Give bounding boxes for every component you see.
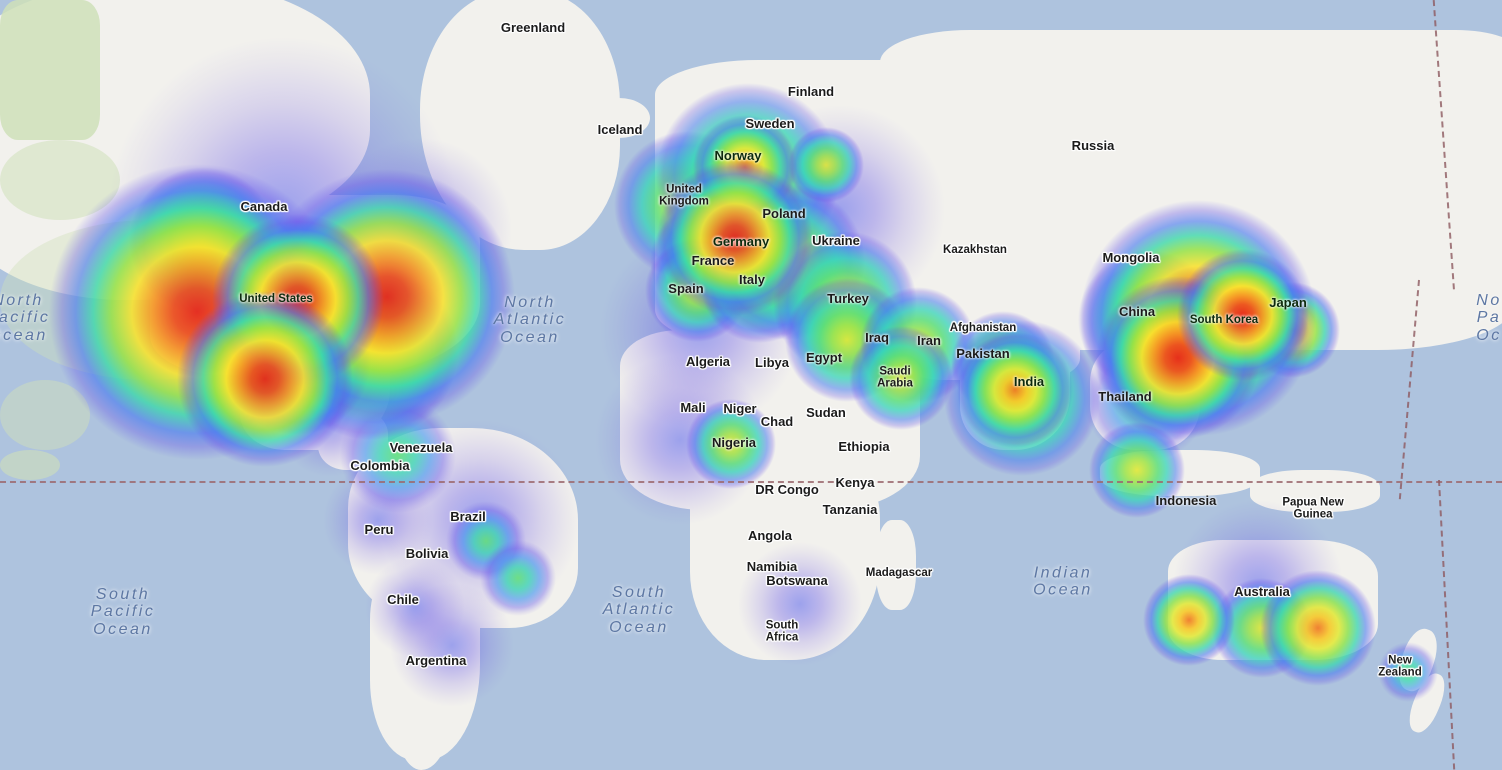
south-atlantic-ocean: South Atlantic Ocean xyxy=(602,584,676,636)
label-ethiopia: Ethiopia xyxy=(838,438,890,454)
label-iceland: Iceland xyxy=(597,121,643,137)
label-botswana: Botswana xyxy=(766,572,828,588)
label-tanzania: Tanzania xyxy=(822,501,878,517)
label-italy: Italy xyxy=(738,271,766,287)
label-argentina: Argentina xyxy=(405,652,467,668)
label-sweden: Sweden xyxy=(745,115,795,131)
north-pacific-ocean-east: No Pa Oc xyxy=(1476,292,1502,344)
label-egypt: Egypt xyxy=(805,349,843,365)
label-brazil: Brazil xyxy=(450,508,486,524)
equator-line xyxy=(0,481,1502,483)
label-kenya: Kenya xyxy=(835,474,875,490)
label-mali: Mali xyxy=(680,399,706,415)
label-japan: Japan xyxy=(1269,294,1307,310)
label-ukraine: Ukraine xyxy=(812,232,860,248)
label-iran: Iran xyxy=(917,332,941,348)
label-pakistan: Pakistan xyxy=(956,345,1010,361)
label-france: France xyxy=(691,252,735,268)
label-nigeria: Nigeria xyxy=(711,434,757,450)
label-turkey: Turkey xyxy=(827,290,869,306)
label-saudi-arabia: Saudi Arabia xyxy=(877,365,913,390)
label-iraq: Iraq xyxy=(865,329,889,345)
label-united-kingdom: United Kingdom xyxy=(659,183,709,208)
label-united-states: United States xyxy=(239,292,313,305)
north-atlantic-ocean: North Atlantic Ocean xyxy=(493,294,567,346)
label-chile: Chile xyxy=(387,591,419,607)
label-dr-congo: DR Congo xyxy=(755,481,819,497)
label-libya: Libya xyxy=(755,354,789,370)
label-norway: Norway xyxy=(714,147,762,163)
label-finland: Finland xyxy=(787,83,835,99)
label-thailand: Thailand xyxy=(1098,388,1152,404)
label-papua-new-guinea: Papua New Guinea xyxy=(1282,496,1344,521)
label-venezuela: Venezuela xyxy=(389,439,453,455)
label-poland: Poland xyxy=(762,205,806,221)
label-china: China xyxy=(1118,303,1156,319)
north-pacific-ocean-west: North Pacific Ocean xyxy=(0,292,51,344)
label-angola: Angola xyxy=(747,527,793,543)
label-spain: Spain xyxy=(668,280,704,296)
label-chad: Chad xyxy=(760,413,794,429)
label-bolivia: Bolivia xyxy=(405,545,449,561)
label-colombia: Colombia xyxy=(350,457,410,473)
label-india: India xyxy=(1013,373,1045,389)
south-pacific-ocean: South Pacific Ocean xyxy=(90,586,156,638)
label-kazakhstan: Kazakhstan xyxy=(943,243,1007,256)
label-sudan: Sudan xyxy=(806,404,846,420)
label-australia: Australia xyxy=(1234,583,1290,599)
label-south-africa: South Africa xyxy=(765,619,799,644)
label-namibia: Namibia xyxy=(746,558,798,574)
label-germany: Germany xyxy=(712,233,770,249)
label-new-zealand: New Zealand xyxy=(1378,654,1422,679)
label-greenland: Greenland xyxy=(500,19,566,35)
label-south-korea: South Korea xyxy=(1189,313,1259,326)
label-peru: Peru xyxy=(364,521,394,537)
label-russia: Russia xyxy=(1071,137,1115,153)
label-mongolia: Mongolia xyxy=(1102,249,1160,265)
label-canada: Canada xyxy=(240,198,288,214)
label-niger: Niger xyxy=(723,400,757,416)
indian-ocean: Indian Ocean xyxy=(1033,564,1093,599)
label-madagascar: Madagascar xyxy=(865,566,933,579)
label-indonesia: Indonesia xyxy=(1155,492,1217,508)
label-algeria: Algeria xyxy=(685,353,731,369)
label-afghanistan: Afghanistan xyxy=(949,321,1017,334)
